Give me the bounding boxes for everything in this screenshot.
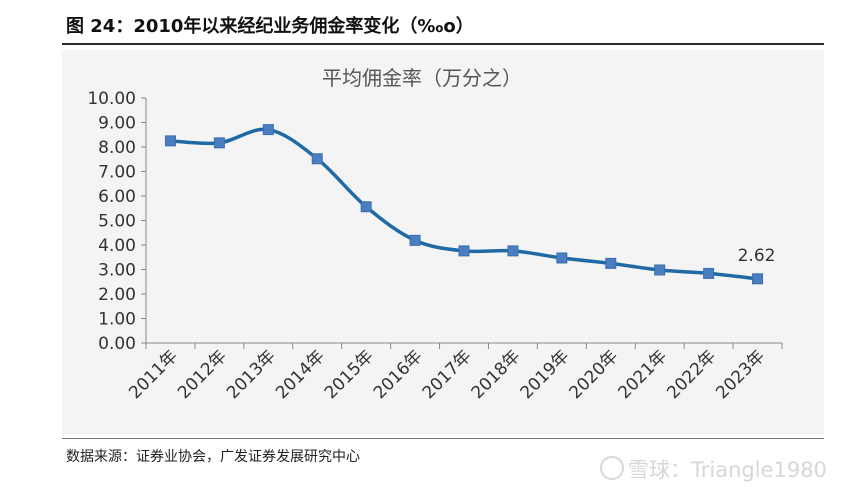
x-tick-label: 2021年 xyxy=(614,346,671,403)
y-tick-label: 6.00 xyxy=(98,187,136,207)
chart-area: 平均佣金率（万分之） 0.00 1.00 2.00 3.00 4.00 5.00 6.00 7… xyxy=(62,50,824,434)
data-label: 2.62 xyxy=(738,246,776,266)
y-tick-label: 2.00 xyxy=(98,285,136,305)
y-tick-label: 4.00 xyxy=(98,236,136,256)
x-tick-label: 2020年 xyxy=(566,346,623,403)
y-tick-label: 5.00 xyxy=(98,212,136,232)
x-tick-label: 2011年 xyxy=(125,346,182,403)
x-tick-label: 2023年 xyxy=(712,346,769,403)
source-divider xyxy=(62,438,824,439)
data-point xyxy=(703,267,715,279)
x-tick-label: 2018年 xyxy=(468,346,525,403)
title-divider xyxy=(62,43,824,45)
data-point xyxy=(213,137,225,149)
y-axis: 0.00 1.00 2.00 3.00 4.00 5.00 6.00 7.00 8.00 9.00… xyxy=(87,89,147,354)
x-tick-label: 2016年 xyxy=(370,346,427,403)
y-tick-label: 9.00 xyxy=(98,114,136,134)
data-point xyxy=(409,234,421,246)
x-tick-label: 2017年 xyxy=(419,346,476,403)
x-tick-label: 2014年 xyxy=(272,346,329,403)
y-tick-label: 8.00 xyxy=(98,138,136,158)
y-tick-label: 7.00 xyxy=(98,163,136,183)
y-tick-label: 0.00 xyxy=(98,334,136,354)
x-axis: 2011年2012年2013年2014年2015年2016年2017年2018年… xyxy=(125,342,783,403)
x-tick-label: 2013年 xyxy=(223,346,280,403)
figure-title: 图 24：2010年以来经纪业务佣金率变化（‰o） xyxy=(66,16,474,37)
chart-title: 平均佣金率（万分之） xyxy=(322,66,522,90)
plot-series: 2.62 xyxy=(164,124,776,285)
data-point xyxy=(360,201,372,213)
watermark: 雪球：Triangle1980 xyxy=(600,454,827,484)
y-tick-label: 10.00 xyxy=(87,89,136,109)
data-point xyxy=(164,135,176,147)
x-tick-label: 2022年 xyxy=(663,346,720,403)
data-point xyxy=(556,252,568,264)
data-point xyxy=(458,245,470,257)
data-point xyxy=(605,257,617,269)
x-tick-label: 2019年 xyxy=(517,346,574,403)
data-point xyxy=(507,245,519,257)
snowball-logo-icon xyxy=(600,456,624,480)
data-point xyxy=(262,124,274,136)
watermark-text: 雪球：Triangle1980 xyxy=(628,458,827,482)
data-point xyxy=(752,273,764,285)
y-tick-label: 1.00 xyxy=(98,310,136,330)
x-tick-label: 2015年 xyxy=(321,346,378,403)
source-note: 数据来源：证券业协会，广发证券发展研究中心 xyxy=(66,449,360,465)
x-tick-label: 2012年 xyxy=(174,346,231,403)
data-point xyxy=(311,153,323,165)
data-point xyxy=(654,264,666,276)
y-tick-label: 3.00 xyxy=(98,261,136,281)
line-chart: 平均佣金率（万分之） 0.00 1.00 2.00 3.00 4.00 5.00 6.00 7… xyxy=(87,66,783,403)
